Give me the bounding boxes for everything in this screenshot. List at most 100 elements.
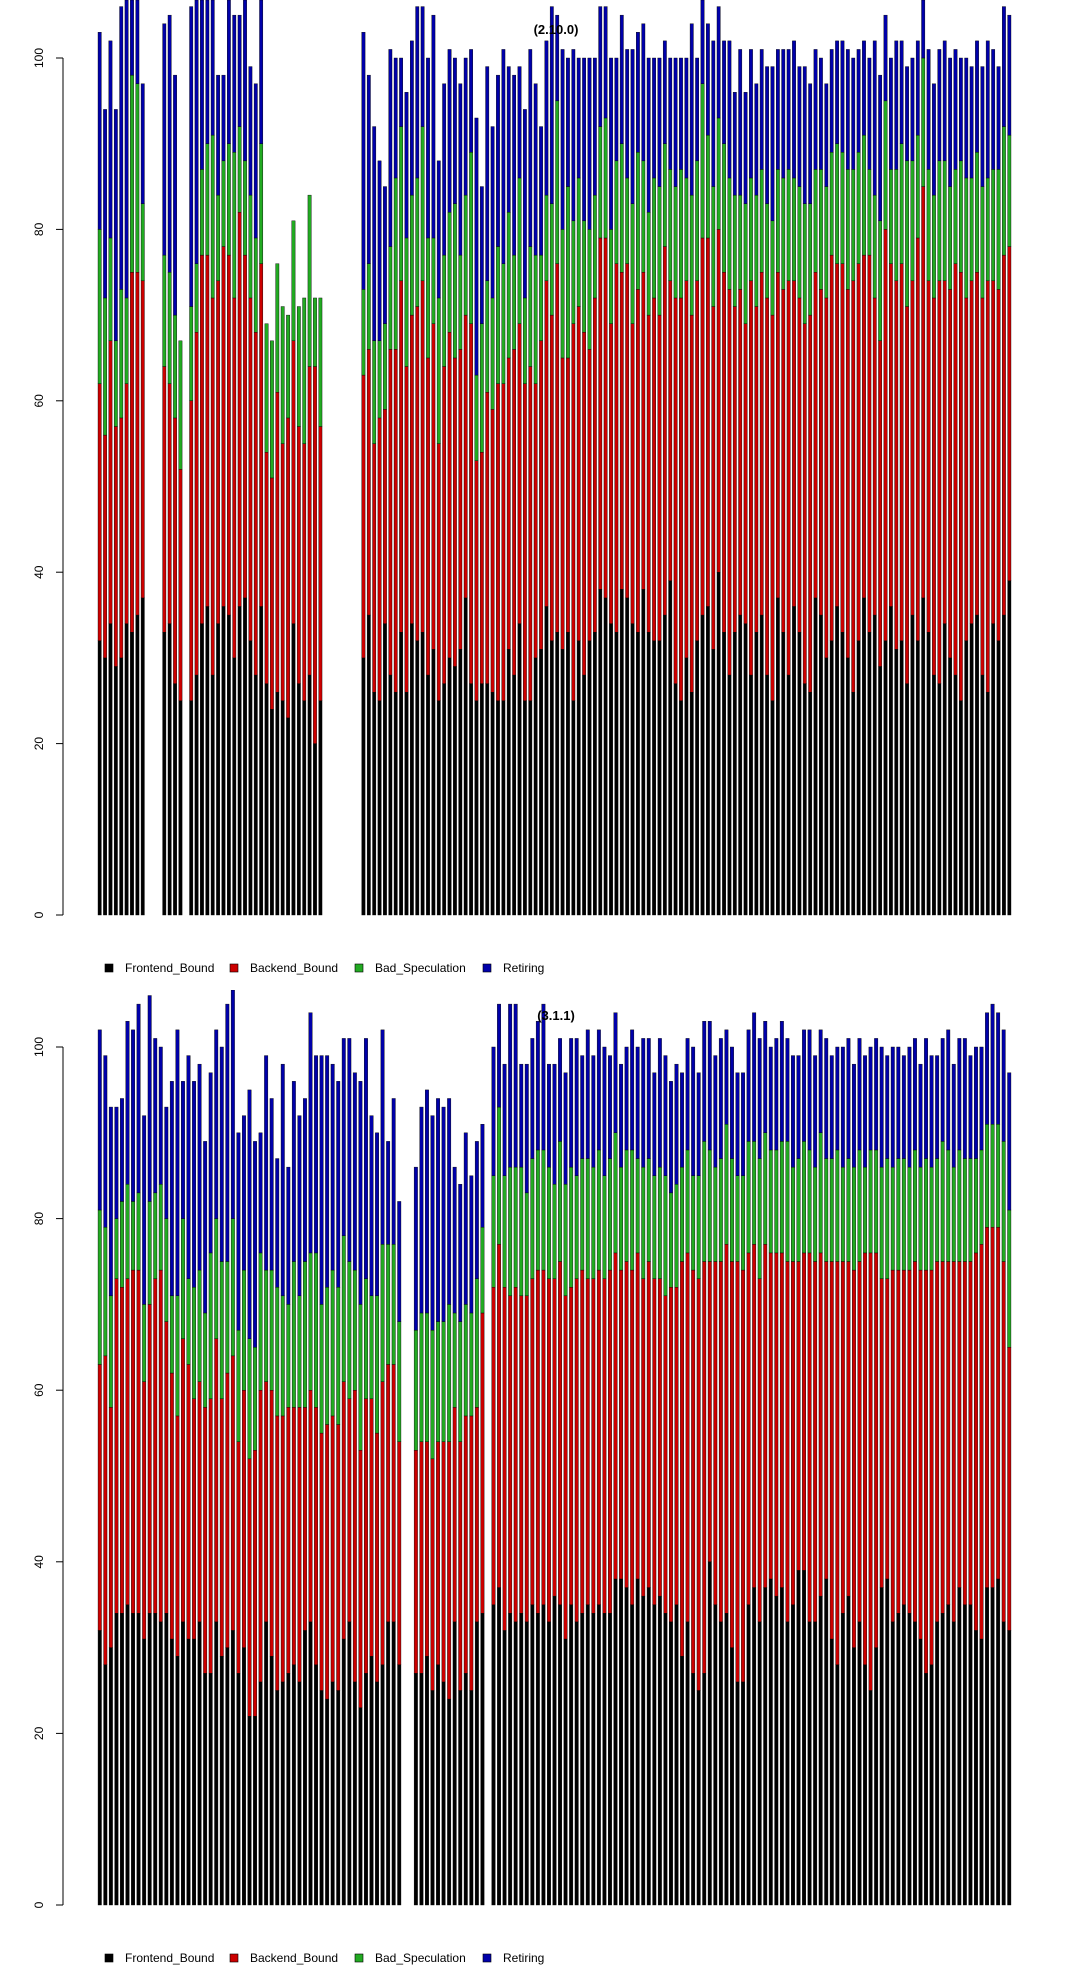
bar-frontend-bound bbox=[574, 1621, 579, 1906]
bar-bad-speculation bbox=[232, 152, 237, 299]
bar-bad-speculation bbox=[230, 1218, 235, 1357]
bar-frontend-bound bbox=[103, 1664, 108, 1906]
bar-backend-bound bbox=[214, 1338, 219, 1623]
bar-backend-bound bbox=[829, 1261, 834, 1640]
bar-frontend-bound bbox=[383, 623, 387, 916]
bar-bad-speculation bbox=[485, 280, 490, 393]
bar-frontend-bound bbox=[813, 1621, 818, 1906]
bar-retiring bbox=[181, 1081, 185, 1219]
bar-retiring bbox=[186, 1055, 191, 1279]
bar-bad-speculation bbox=[173, 314, 177, 419]
bar-retiring bbox=[619, 1063, 623, 1168]
bar-retiring bbox=[641, 1038, 646, 1168]
bar-frontend-bound bbox=[868, 1690, 873, 1906]
bar-bad-speculation bbox=[940, 1141, 945, 1262]
bar-retiring bbox=[680, 1072, 684, 1168]
bar-backend-bound bbox=[189, 400, 194, 701]
bar-retiring bbox=[824, 1038, 829, 1159]
bar-bad-speculation bbox=[307, 194, 312, 367]
bar-backend-bound bbox=[619, 1269, 623, 1580]
bar-bad-speculation bbox=[587, 229, 592, 350]
bar-backend-bound bbox=[646, 314, 651, 633]
bar-retiring bbox=[935, 1055, 940, 1159]
bar-bad-speculation bbox=[380, 1244, 385, 1382]
bar-retiring bbox=[496, 74, 500, 247]
bar-bad-speculation bbox=[684, 177, 689, 282]
bar-retiring bbox=[114, 1106, 119, 1219]
bar-frontend-bound bbox=[680, 1655, 684, 1906]
bar-frontend-bound bbox=[921, 597, 926, 916]
bar-bad-speculation bbox=[792, 177, 796, 282]
bar-retiring bbox=[657, 1038, 662, 1168]
bar-backend-bound bbox=[596, 1269, 601, 1605]
bar-retiring bbox=[226, 0, 231, 144]
bar-backend-bound bbox=[286, 417, 290, 719]
bar-bad-speculation bbox=[689, 194, 694, 316]
bar-retiring bbox=[372, 126, 377, 342]
bar-retiring bbox=[485, 66, 490, 282]
bar-frontend-bound bbox=[862, 597, 866, 916]
bar-bad-speculation bbox=[951, 1166, 956, 1262]
bar-bad-speculation bbox=[691, 1175, 696, 1271]
bar-retiring bbox=[707, 1021, 712, 1151]
bar-bad-speculation bbox=[781, 177, 786, 290]
bar-backend-bound bbox=[852, 1269, 856, 1648]
chart-title: (2.10.0) bbox=[534, 22, 579, 37]
bar-bad-speculation bbox=[807, 1149, 812, 1254]
bar-bad-speculation bbox=[730, 1158, 734, 1262]
bar-bad-speculation bbox=[619, 1166, 623, 1271]
bar-bad-speculation bbox=[535, 1149, 540, 1271]
bar-bad-speculation bbox=[856, 152, 861, 264]
bar-retiring bbox=[140, 83, 145, 204]
bar-frontend-bound bbox=[915, 640, 920, 916]
bar-retiring bbox=[765, 66, 769, 204]
bar-frontend-bound bbox=[652, 1604, 657, 1906]
bar-bad-speculation bbox=[560, 229, 565, 359]
bar-frontend-bound bbox=[253, 674, 258, 916]
bar-retiring bbox=[689, 23, 694, 196]
bar-frontend-bound bbox=[948, 657, 952, 916]
bar-frontend-bound bbox=[685, 1621, 690, 1906]
bar-backend-bound bbox=[120, 1287, 124, 1614]
bar-backend-bound bbox=[979, 1244, 984, 1640]
bar-frontend-bound bbox=[375, 1681, 379, 1906]
bar-bad-speculation bbox=[508, 1166, 513, 1297]
bar-bad-speculation bbox=[313, 297, 317, 367]
bar-retiring bbox=[863, 1055, 867, 1168]
bar-bad-speculation bbox=[829, 152, 834, 256]
bar-frontend-bound bbox=[319, 1690, 324, 1906]
bar-retiring bbox=[959, 57, 963, 162]
bar-retiring bbox=[646, 57, 651, 213]
bar-frontend-bound bbox=[684, 657, 689, 916]
bar-retiring bbox=[754, 83, 759, 196]
bar-frontend-bound bbox=[286, 1673, 291, 1906]
bar-bad-speculation bbox=[469, 152, 473, 324]
bar-bad-speculation bbox=[197, 1269, 202, 1382]
bar-frontend-bound bbox=[899, 640, 904, 916]
bar-retiring bbox=[685, 1038, 690, 1151]
bar-frontend-bound bbox=[226, 614, 231, 916]
bar-bad-speculation bbox=[796, 1158, 801, 1262]
bar-backend-bound bbox=[691, 1269, 696, 1674]
bar-frontend-bound bbox=[419, 1673, 424, 1906]
bar-bad-speculation bbox=[668, 169, 673, 282]
bar-bad-speculation bbox=[835, 1149, 840, 1262]
bar-retiring bbox=[169, 1081, 174, 1297]
bar-bad-speculation bbox=[707, 1149, 712, 1262]
bar-retiring bbox=[792, 40, 796, 179]
bar-bad-speculation bbox=[474, 1278, 479, 1408]
bar-bad-speculation bbox=[824, 1158, 829, 1262]
bar-frontend-bound bbox=[852, 1647, 856, 1906]
bar-bad-speculation bbox=[97, 229, 102, 384]
bar-backend-bound bbox=[757, 1278, 762, 1623]
bar-bad-speculation bbox=[706, 134, 710, 239]
bar-backend-bound bbox=[990, 1226, 995, 1588]
bar-frontend-bound bbox=[996, 1578, 1001, 1906]
bar-bad-speculation bbox=[785, 1141, 790, 1262]
bar-frontend-bound bbox=[221, 606, 226, 916]
bar-backend-bound bbox=[97, 383, 102, 641]
bar-retiring bbox=[946, 1029, 951, 1151]
bar-retiring bbox=[243, 0, 247, 162]
bar-backend-bound bbox=[985, 1226, 989, 1588]
bar-retiring bbox=[549, 6, 554, 204]
